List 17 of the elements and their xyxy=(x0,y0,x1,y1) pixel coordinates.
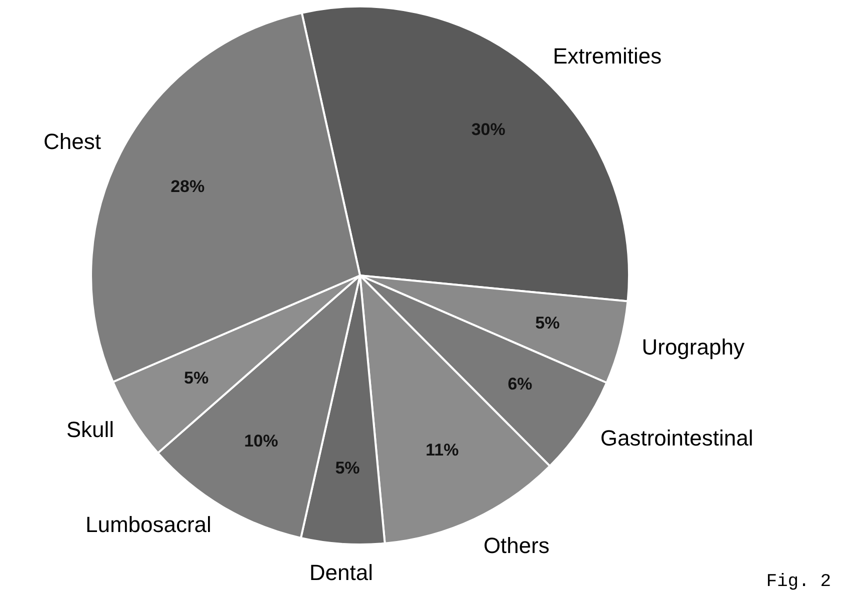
slice-label: Chest xyxy=(43,129,101,154)
data-label: 5% xyxy=(184,368,209,388)
data-label: 10% xyxy=(244,432,278,451)
slice-label: Gastrointestinal xyxy=(600,426,754,451)
data-label: 30% xyxy=(471,120,506,140)
slice-label: Skull xyxy=(66,417,114,442)
slice-label: Lumbosacral xyxy=(85,512,212,537)
data-label: 5% xyxy=(535,314,560,333)
data-label: 11% xyxy=(426,440,459,460)
slice-label: Others xyxy=(483,533,550,558)
data-label: 6% xyxy=(508,374,532,394)
data-label: 28% xyxy=(170,176,205,196)
slice-label: Extremities xyxy=(552,44,662,69)
slice-label: Dental xyxy=(309,560,374,585)
caption: Fig. 2 xyxy=(766,572,831,592)
slice-label: Urography xyxy=(642,334,744,360)
data-label: 5% xyxy=(335,458,360,478)
